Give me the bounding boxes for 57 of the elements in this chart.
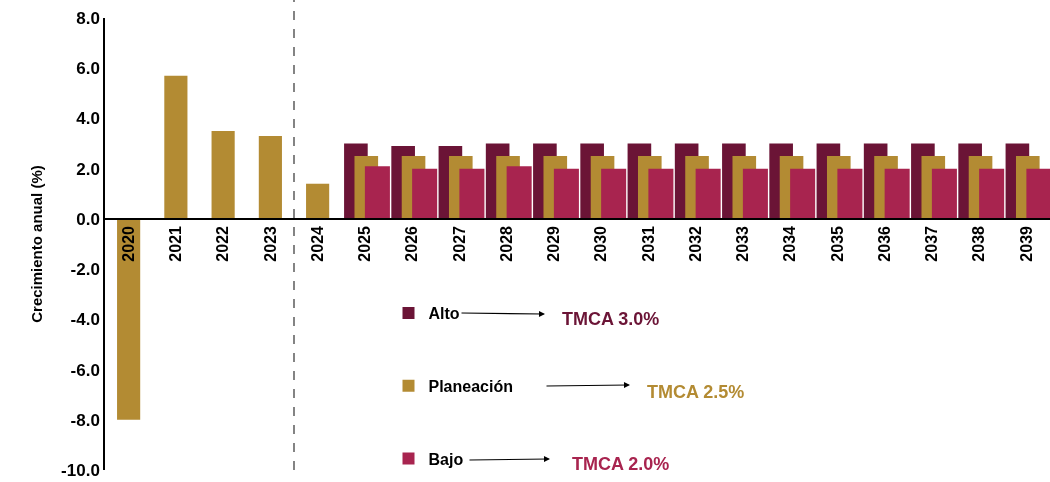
y-tick-label: 4.0: [76, 109, 100, 129]
x-tick-label: 2028: [497, 225, 515, 262]
annotation: TMCA 2.0%: [572, 454, 670, 474]
x-tick-label: 2032: [686, 225, 704, 262]
bar: [412, 168, 438, 219]
x-tick-label: 2031: [639, 225, 657, 262]
y-axis-title: Crecimiento anual (%): [27, 165, 45, 323]
y-tick-label: 6.0: [76, 59, 100, 79]
y-tick-label: -2.0: [70, 260, 100, 280]
annotation: TMCA 2.5%: [647, 382, 745, 402]
x-tick-label: 2027: [450, 225, 468, 262]
y-tick-label: -8.0: [70, 410, 100, 430]
x-tick-label: 2034: [781, 225, 799, 262]
x-tick-label: 2030: [592, 225, 610, 262]
legend-label: Alto: [428, 305, 460, 323]
x-tick-label: 2022: [214, 225, 232, 262]
bar: [211, 131, 235, 219]
bar: [506, 166, 532, 219]
bar: [117, 218, 141, 420]
y-tick-label: -4.0: [70, 310, 100, 330]
bar: [790, 168, 816, 219]
y-tick-label: -6.0: [70, 360, 100, 380]
bar: [1026, 168, 1050, 219]
annotation: TMCA 3.0%: [562, 309, 660, 329]
x-tick-label: 2039: [1017, 225, 1035, 262]
bar: [837, 168, 863, 219]
legend-label: Planeación: [428, 377, 513, 395]
x-tick-label: 2024: [308, 225, 326, 262]
bar: [164, 75, 188, 219]
bar: [459, 168, 485, 219]
x-tick-label: 2037: [923, 225, 941, 262]
bar: [648, 168, 674, 219]
y-tick-label: -10.0: [61, 460, 100, 480]
bar: [931, 168, 957, 219]
y-tick-label: 2.0: [76, 159, 100, 179]
x-tick-label: 2021: [167, 225, 185, 262]
x-tick-label: 2038: [970, 225, 988, 262]
bar: [695, 168, 721, 219]
x-tick-label: 2023: [261, 225, 279, 262]
bar: [258, 136, 282, 219]
legend-label: Bajo: [428, 450, 464, 468]
y-tick-label: 8.0: [76, 8, 100, 28]
x-tick-label: 2025: [356, 225, 374, 262]
bar: [742, 168, 768, 219]
bar: [601, 168, 627, 219]
bar: [306, 183, 330, 219]
bar: [364, 166, 390, 219]
x-tick-label: 2029: [545, 225, 563, 262]
x-tick-label: 2033: [734, 225, 752, 262]
x-tick-label: 2026: [403, 225, 421, 262]
bar: [884, 168, 910, 219]
y-tick-label: 0.0: [76, 209, 100, 229]
x-tick-label: 2020: [119, 225, 137, 262]
x-tick-label: 2035: [828, 225, 846, 262]
bar: [553, 168, 579, 219]
x-tick-label: 2036: [875, 225, 893, 262]
bar: [979, 168, 1005, 219]
